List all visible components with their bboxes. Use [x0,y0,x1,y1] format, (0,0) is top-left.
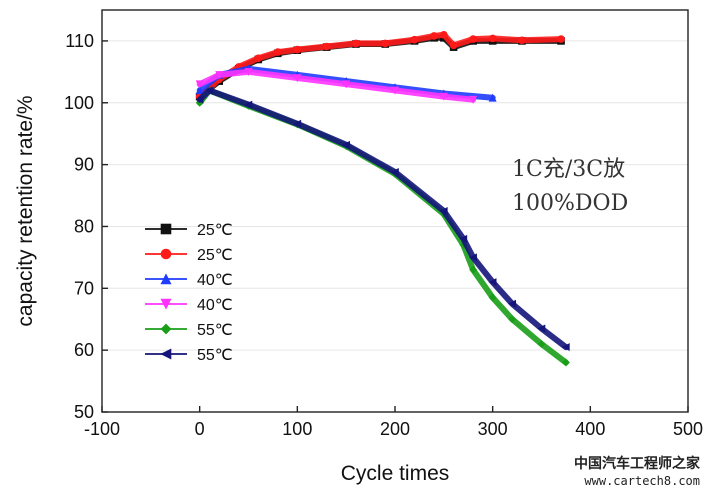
data-point [488,93,497,102]
legend-label: 25℃ [197,222,233,239]
data-point [205,86,214,95]
x-tick-label: -100 [84,419,120,439]
legend-marker [160,348,172,360]
data-point [293,45,302,54]
legend-label: 55℃ [197,347,233,364]
y-tick-label: 70 [74,278,94,298]
data-point [410,35,419,44]
y-tick-label: 50 [74,402,94,422]
legend-item: 40℃ [145,297,233,314]
x-tick-label: 400 [575,419,605,439]
data-point [488,278,497,287]
legend-label: 25℃ [197,247,233,264]
data-point [293,119,302,128]
data-point [341,140,350,149]
legend-label: 40℃ [197,272,233,289]
legend-marker [160,223,172,235]
data-point [352,39,360,48]
series-5 [195,86,570,352]
data-point [430,32,438,40]
series-line [196,68,477,103]
data-point [537,340,546,348]
data-point [244,100,253,109]
data-point [195,80,204,89]
legend-item: 40℃ [145,272,233,289]
data-point [537,324,546,333]
data-point [195,95,204,104]
y-tick-label: 60 [74,340,94,360]
data-point [488,293,497,302]
data-point [561,358,570,367]
data-point [449,41,458,50]
x-tick-label: 300 [478,419,508,439]
data-point [440,30,448,39]
data-point [459,234,468,243]
data-point [439,92,448,101]
y-axis-title: capacity retention rate/% [14,95,37,326]
data-point [254,54,263,63]
data-point [273,48,282,56]
data-point [468,253,477,262]
watermark-text: 中国汽车工程师之家 [574,455,701,472]
data-series [195,30,570,367]
x-axis-title: Cycle times [341,462,450,485]
data-point [244,68,253,77]
data-point [508,315,517,324]
series-1 [195,30,565,101]
annotation-dod: 100%DOD [512,191,628,216]
data-point [293,74,302,83]
legend: 25℃ 25℃ 40℃ 40℃ 55℃ 55℃ [145,222,233,364]
y-tick-label: 90 [74,155,94,175]
watermark-url: www.cartech8.com [584,474,700,488]
data-point [390,168,399,177]
data-point [322,42,331,51]
legend-marker [160,248,172,260]
x-tick-label: 200 [380,419,410,439]
legend-marker [160,323,172,335]
data-point [439,207,448,215]
legend-item: 55℃ [145,347,233,364]
x-tick-label: 0 [195,419,205,439]
legend-label: 55℃ [197,322,233,339]
data-point [342,80,351,89]
data-point [518,36,526,45]
data-point [195,86,204,95]
data-point [488,34,497,43]
data-point [381,39,390,48]
data-point [561,343,570,352]
x-tick-label: 500 [673,419,703,439]
axes: 50 60 70 80 90 100 110 -100 0 100 200 300 400 500 [64,31,703,439]
legend-item: 25℃ [145,247,233,264]
y-tick-label: 110 [65,31,94,51]
series-3 [195,68,478,104]
series-line [196,87,569,351]
legend-item: 25℃ [145,222,233,239]
x-tick-label: 100 [282,419,312,439]
legend-item: 55℃ [145,322,233,339]
data-point [557,35,565,43]
data-point [469,265,478,274]
data-point [469,95,478,104]
data-point [469,35,477,43]
data-point [508,299,517,308]
legend-marker [160,298,172,310]
y-tick-label: 80 [74,216,94,236]
legend-marker [160,273,172,285]
annotation-condition: 1C充/3C放 [512,157,625,182]
data-point [391,86,399,95]
y-tick-label: 100 [64,93,94,113]
legend-label: 40℃ [197,297,233,314]
data-point [215,71,224,80]
